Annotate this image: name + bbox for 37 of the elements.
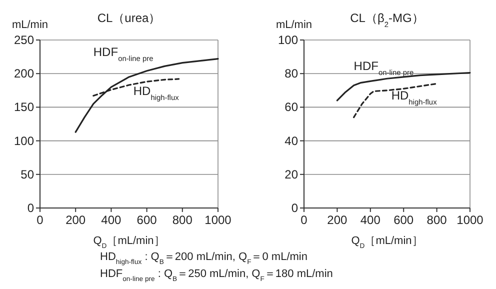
x-tick-label: 800	[172, 213, 193, 227]
y-tick-label: 200	[14, 66, 34, 81]
y-tick-label: 20	[284, 167, 298, 182]
x-axis-title: Q$_{D}$［mL/min］	[351, 235, 423, 250]
series-label: HDF$_{on-line pre}$	[354, 58, 414, 76]
x-tick-label: 0	[36, 213, 44, 227]
line-series	[353, 82, 438, 118]
x-tick-label: 800	[426, 213, 448, 227]
x-tick-label: 200	[327, 213, 348, 227]
text: HD$_{high-flux}$ : Q$_{B}$＝200 mL/min, Q$_{F}$＝0 mL/min	[100, 251, 308, 266]
x-tick-label: 0	[300, 213, 308, 227]
x-tick-label: 600	[394, 213, 414, 227]
y-tick-label: 100	[278, 33, 298, 47]
y-tick-label: 0	[27, 201, 34, 215]
y-tick-label: 40	[284, 134, 298, 148]
series-label: HDF$_{on-line pre}$	[93, 44, 154, 62]
y-tick-label: 0	[291, 201, 298, 215]
y-tick-label: 50	[20, 167, 34, 182]
text: HDF$_{on-line pre}$ : Q$_{B}$＝250 mL/min, Q$_{F}$＝180 mL/min	[100, 268, 333, 282]
x-tick-label: 1000	[456, 213, 484, 227]
chart-title: CL（urea）	[97, 11, 161, 25]
x-tick-label: 400	[101, 213, 122, 227]
y-tick-label: 60	[284, 100, 298, 114]
x-tick-label: 600	[136, 213, 158, 227]
x-tick-label: 400	[360, 213, 381, 227]
x-axis-title: Q$_{D}$［mL/min］	[93, 235, 165, 250]
chart-title: CL（β$_{2}$-MG）	[350, 11, 424, 28]
y-tick-label: 250	[14, 33, 34, 47]
y-axis-title: mL/min	[12, 19, 48, 31]
x-tick-label: 200	[66, 213, 86, 227]
y-tick-label: 100	[14, 134, 34, 148]
series-label: HD$_{high-flux}$	[391, 88, 438, 106]
series-label: HD$_{high-flux}$	[133, 84, 180, 102]
y-tick-label: 80	[284, 66, 298, 81]
x-tick-label: 1000	[204, 213, 232, 227]
y-tick-label: 150	[14, 100, 34, 114]
y-axis-title: mL/min	[276, 19, 312, 31]
